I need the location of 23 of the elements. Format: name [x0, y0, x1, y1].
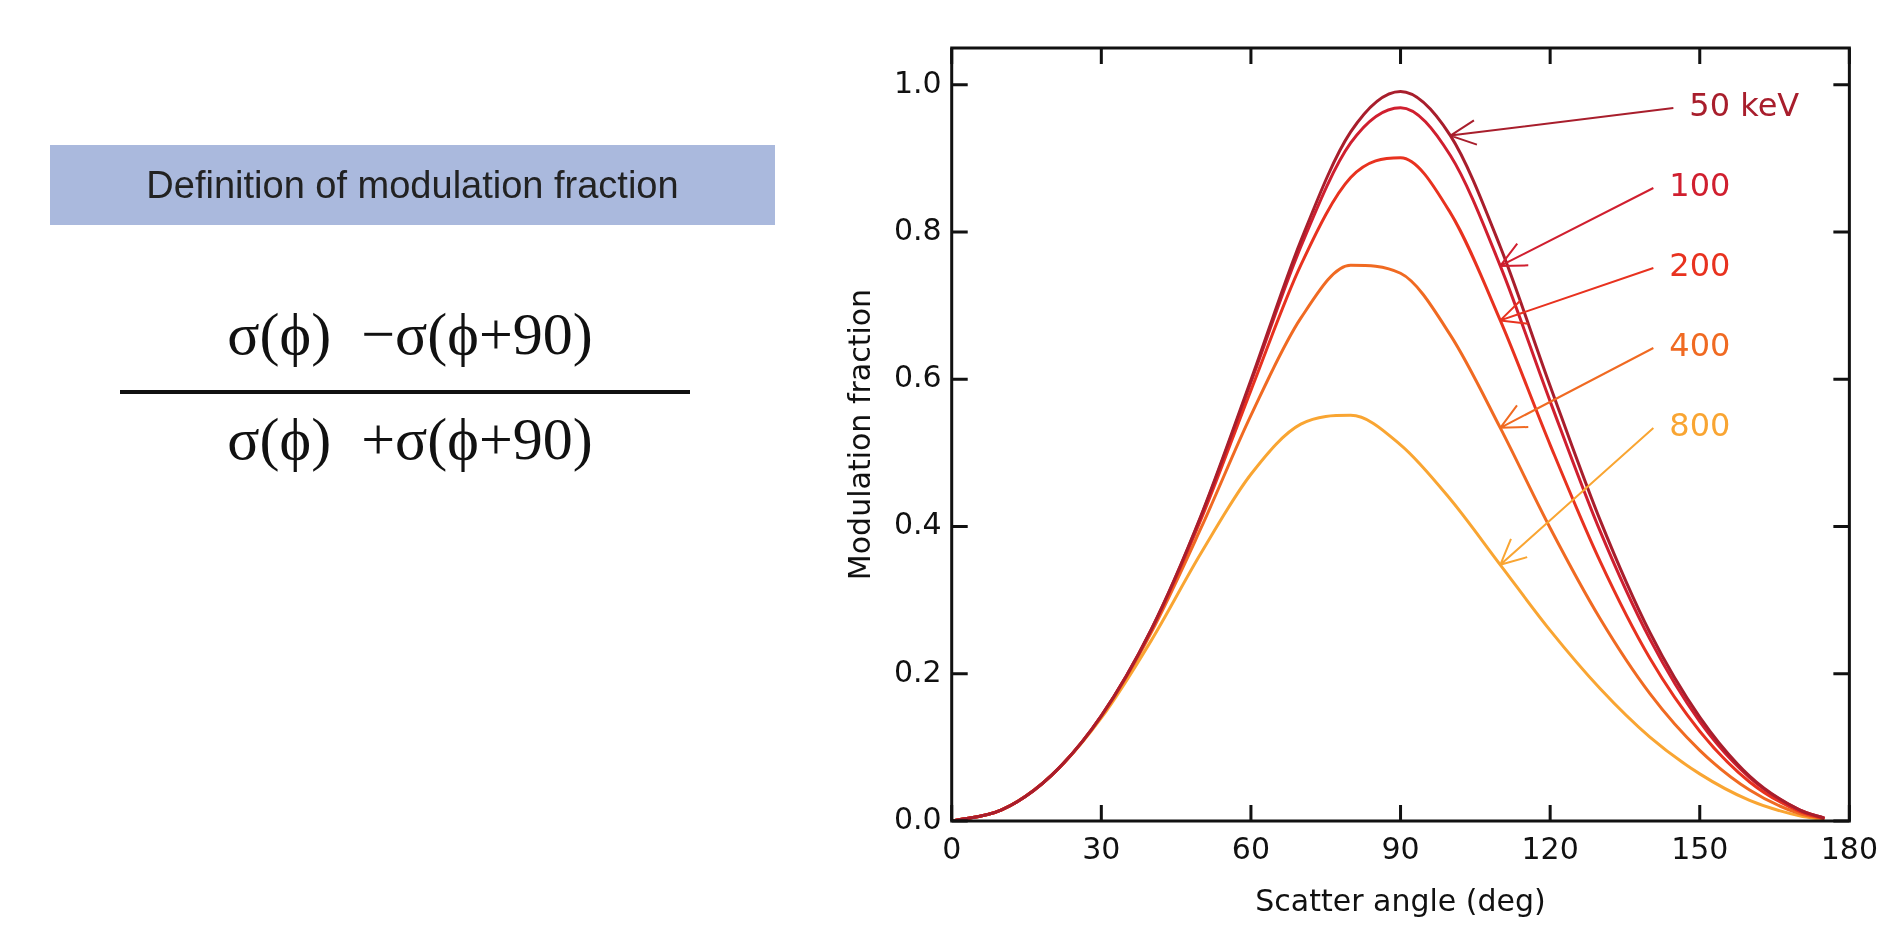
y-tick-label: 0.0: [893, 800, 942, 836]
text: σ(ϕ) −σ(ϕ+90): [226, 300, 594, 369]
x-axis-title: Scatter angle (deg): [1255, 882, 1546, 918]
y-tick-label: 0.8: [893, 211, 942, 247]
y-tick-label: 0.4: [893, 506, 942, 542]
text: 200: [1669, 246, 1731, 285]
text: 50 keV: [1689, 86, 1800, 125]
y-tick-label: 0.6: [893, 359, 942, 395]
x-tick-label: 120: [1521, 830, 1579, 866]
text: 100: [1669, 166, 1731, 205]
y-axis-title: Modulation fraction: [841, 288, 877, 581]
text: σ(ϕ) +σ(ϕ+90): [226, 405, 594, 474]
x-tick-label: 180: [1820, 830, 1878, 866]
x-tick-label: 90: [1381, 830, 1420, 866]
text: Definition of modulation fraction: [50, 145, 775, 225]
x-tick-label: 60: [1231, 830, 1271, 866]
x-tick-label: 0: [942, 830, 962, 866]
y-tick-label: 0.2: [893, 653, 942, 689]
y-tick-label: 1.0: [893, 64, 942, 100]
text: 800: [1669, 406, 1731, 445]
text: 400: [1669, 326, 1731, 365]
x-tick-label: 30: [1082, 830, 1121, 866]
x-tick-label: 150: [1671, 830, 1729, 866]
